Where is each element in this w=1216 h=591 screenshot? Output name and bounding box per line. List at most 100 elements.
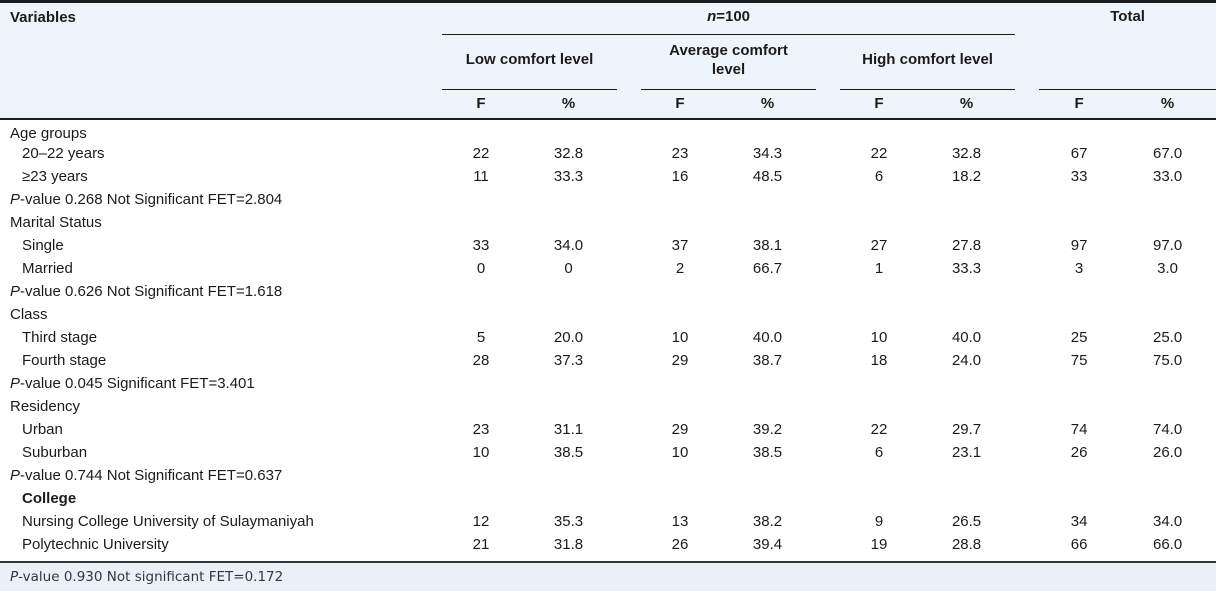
- row-label: ≥23 years: [0, 165, 442, 188]
- spacer-cell: [617, 418, 641, 441]
- row-label: Urban: [0, 418, 442, 441]
- value-cell: 26: [1039, 441, 1120, 464]
- col-header-percent: %: [719, 89, 816, 120]
- spacer-cell: [1015, 234, 1040, 257]
- spacer-cell: [617, 533, 641, 556]
- value-cell: 22: [840, 418, 918, 441]
- pvalue-label: P-value 0.626 Not Significant FET=1.618: [0, 280, 1216, 303]
- value-cell: 75: [1039, 349, 1120, 372]
- spacer-cell: [816, 142, 840, 165]
- comfort-level-table: Variables n=100 Total Low comfort level …: [0, 3, 1216, 556]
- value-cell: 23: [442, 418, 520, 441]
- value-cell: 74: [1039, 418, 1120, 441]
- value-cell: 39.2: [719, 418, 816, 441]
- category-row: College: [0, 487, 1216, 510]
- data-row: 20–22 years 22 32.8 23 34.3 22 32.8 67 67.0: [0, 142, 1216, 165]
- value-cell: 18.2: [918, 165, 1016, 188]
- col-header-percent: %: [1119, 89, 1216, 120]
- value-cell: 29: [641, 349, 719, 372]
- pvalue-label: P-value 0.268 Not Significant FET=2.804: [0, 188, 1216, 211]
- n-value-label: =100: [716, 8, 751, 25]
- header-spacer: [816, 34, 840, 89]
- n-italic-label: n: [707, 8, 717, 25]
- value-cell: 74.0: [1119, 418, 1216, 441]
- value-cell: 10: [641, 326, 719, 349]
- value-cell: 10: [840, 326, 918, 349]
- spacer-cell: [617, 257, 641, 280]
- pvalue-row: P-value 0.744 Not Significant FET=0.637: [0, 464, 1216, 487]
- value-cell: 21: [442, 533, 520, 556]
- value-cell: 33: [442, 234, 520, 257]
- value-cell: 97.0: [1119, 234, 1216, 257]
- value-cell: 38.7: [719, 349, 816, 372]
- data-row: Urban 23 31.1 29 39.2 22 29.7 74 74.0: [0, 418, 1216, 441]
- spacer-cell: [1015, 510, 1040, 533]
- value-cell: 67.0: [1119, 142, 1216, 165]
- value-cell: 29: [641, 418, 719, 441]
- row-label: Married: [0, 257, 442, 280]
- header-row-top: Variables n=100 Total: [0, 3, 1216, 120]
- spacer-cell: [816, 165, 840, 188]
- value-cell: 27: [840, 234, 918, 257]
- value-cell: 0: [442, 257, 520, 280]
- group-header-low-comfort: Low comfort level: [442, 34, 617, 90]
- value-cell: 38.2: [719, 510, 816, 533]
- table-body: Age groups 20–22 years 22 32.8 23 34.3 22 32.8 6…: [0, 119, 1216, 556]
- value-cell: 33.3: [520, 165, 617, 188]
- spacer-cell: [617, 349, 641, 372]
- value-cell: 28.8: [918, 533, 1016, 556]
- group-label: Low comfort level: [465, 51, 594, 69]
- spacer-cell: [1015, 349, 1040, 372]
- data-row: Single 33 34.0 37 38.1 27 27.8 97 97.0: [0, 234, 1216, 257]
- value-cell: 26.0: [1119, 441, 1216, 464]
- value-cell: 32.8: [918, 142, 1016, 165]
- value-cell: 40.0: [918, 326, 1016, 349]
- value-cell: 40.0: [719, 326, 816, 349]
- value-cell: 20.0: [520, 326, 617, 349]
- category-label: Age groups: [0, 119, 1216, 142]
- value-cell: 11: [442, 165, 520, 188]
- spacer-cell: [816, 326, 840, 349]
- value-cell: 22: [840, 142, 918, 165]
- value-cell: 38.1: [719, 234, 816, 257]
- value-cell: 19: [840, 533, 918, 556]
- value-cell: 66.0: [1119, 533, 1216, 556]
- value-cell: 97: [1039, 234, 1120, 257]
- value-cell: 10: [641, 441, 719, 464]
- col-header-total: Total: [1039, 3, 1216, 34]
- col-header-frequency: F: [1039, 89, 1120, 120]
- group-label: High comfort level: [862, 51, 993, 69]
- group-header-total-rule: [1039, 34, 1216, 90]
- value-cell: 31.1: [520, 418, 617, 441]
- spacer-cell: [816, 533, 840, 556]
- value-cell: 48.5: [719, 165, 816, 188]
- category-label: Marital Status: [0, 211, 1216, 234]
- value-cell: 18: [840, 349, 918, 372]
- value-cell: 3: [1039, 257, 1120, 280]
- value-cell: 27.8: [918, 234, 1016, 257]
- data-row: ≥23 years 11 33.3 16 48.5 6 18.2 33 33.0: [0, 165, 1216, 188]
- data-row: Fourth stage 28 37.3 29 38.7 18 24.0 75 75.0: [0, 349, 1216, 372]
- value-cell: 6: [840, 441, 918, 464]
- value-cell: 39.4: [719, 533, 816, 556]
- value-cell: 26: [641, 533, 719, 556]
- value-cell: 9: [840, 510, 918, 533]
- spacer-cell: [617, 142, 641, 165]
- data-row: Third stage 5 20.0 10 40.0 10 40.0 25 25.0: [0, 326, 1216, 349]
- data-row: Married 0 0 2 66.7 1 33.3 3 3.0: [0, 257, 1216, 280]
- footnote-p-italic: P: [10, 569, 19, 585]
- table-footnote: P-value 0.930 Not significant FET=0.172: [0, 561, 1216, 591]
- header-spacer: [617, 89, 641, 120]
- value-cell: 66: [1039, 533, 1120, 556]
- col-header-percent: %: [520, 89, 617, 120]
- row-label: Single: [0, 234, 442, 257]
- spacer-cell: [1015, 142, 1040, 165]
- value-cell: 28: [442, 349, 520, 372]
- header-spacer: [1015, 89, 1040, 120]
- spacer-cell: [1015, 418, 1040, 441]
- value-cell: 25.0: [1119, 326, 1216, 349]
- value-cell: 25: [1039, 326, 1120, 349]
- value-cell: 38.5: [719, 441, 816, 464]
- value-cell: 32.8: [520, 142, 617, 165]
